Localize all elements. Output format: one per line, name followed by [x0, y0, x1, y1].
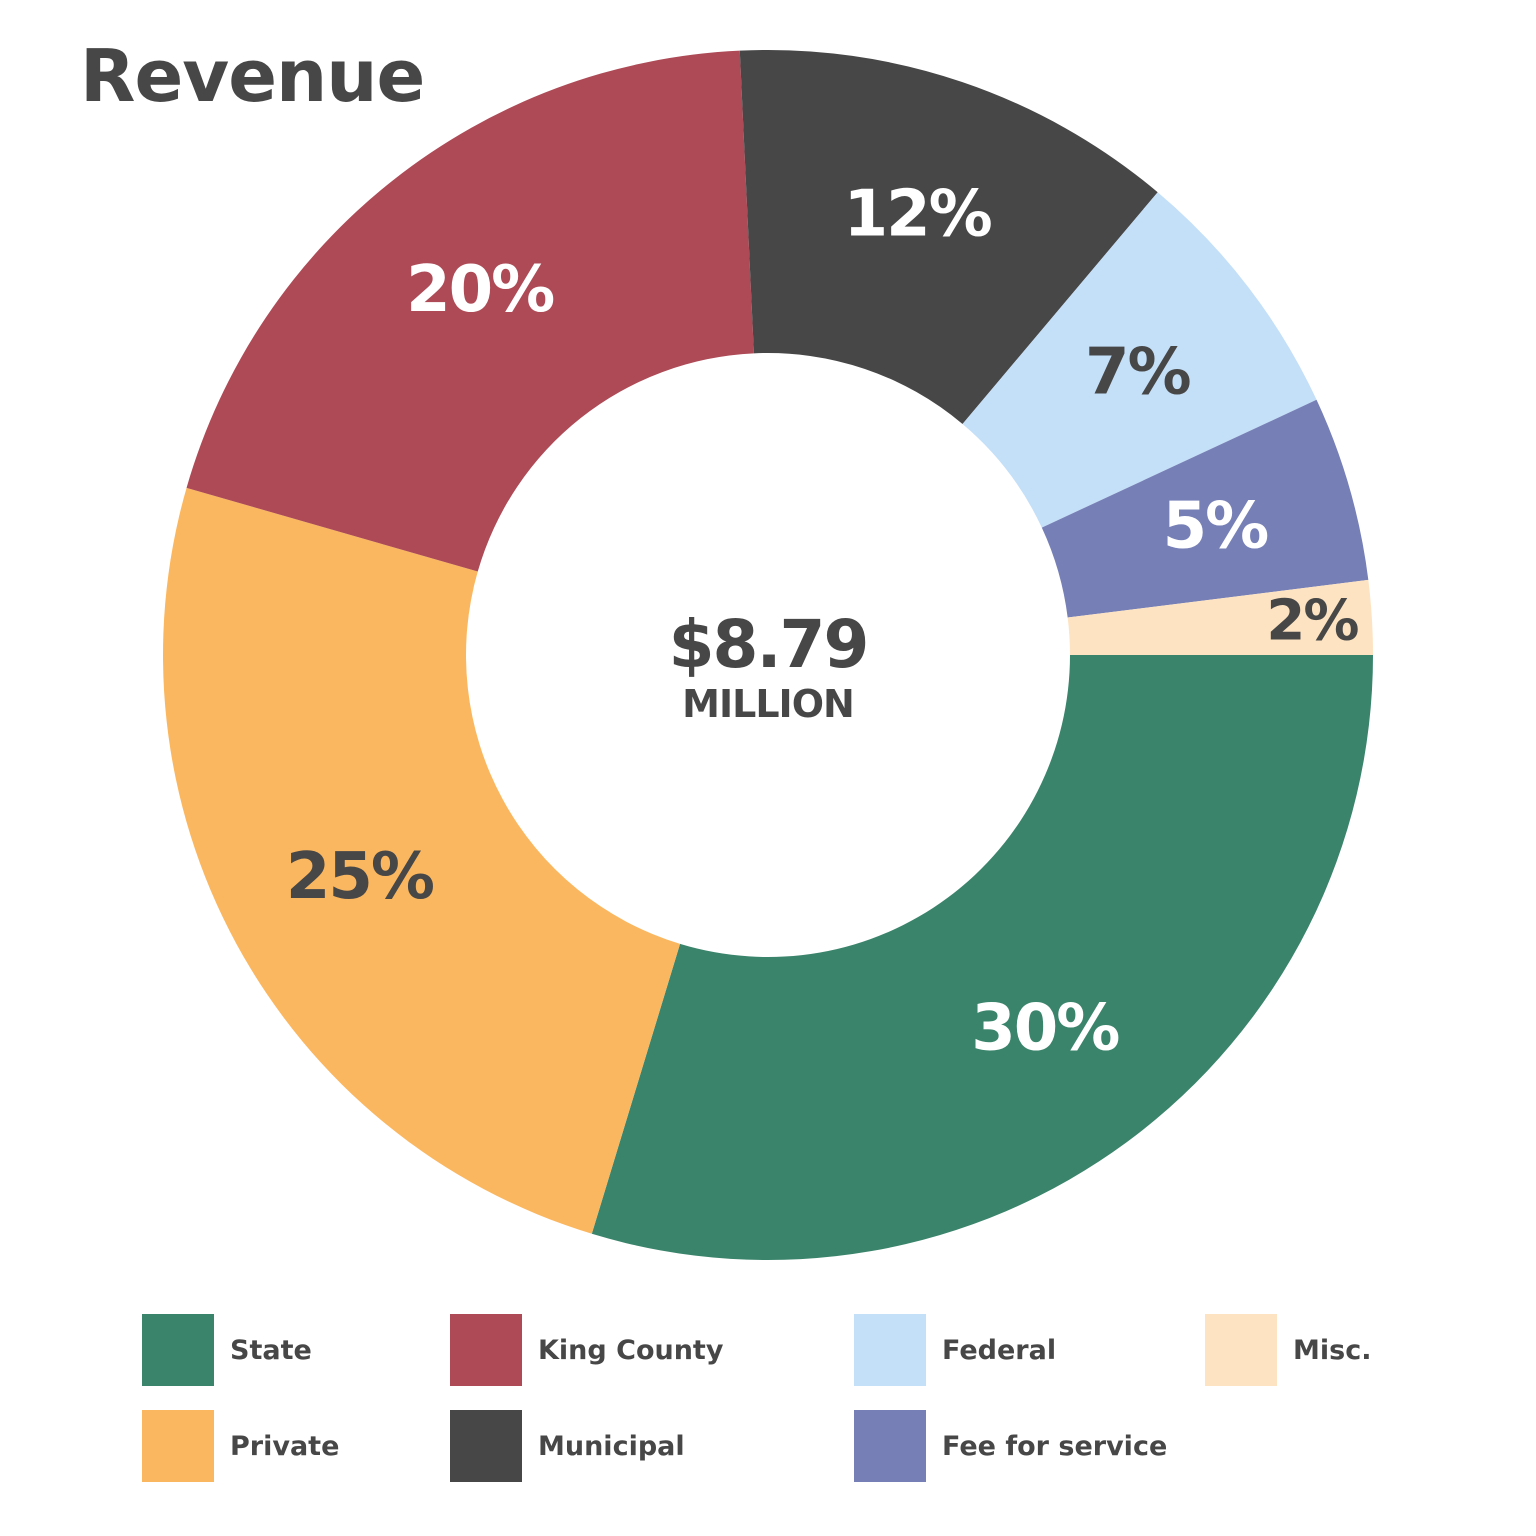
slice-fee-for-service [1041, 399, 1369, 618]
slice-federal [962, 192, 1317, 528]
slice-label-federal: 7% [1085, 335, 1191, 409]
center-total-value: $8.79 [669, 606, 868, 683]
slice-labels: 30% 25% 20% 12% 7% 5% 2% [286, 178, 1361, 1066]
center-total-unit: MILLION [682, 682, 854, 726]
slice-label-municipal: 12% [844, 178, 992, 252]
slice-king-county [186, 50, 754, 572]
chart-title: Revenue [80, 34, 425, 118]
slice-misc [1067, 579, 1373, 655]
slice-private [163, 487, 681, 1234]
slice-label-misc: 2% [1266, 589, 1358, 654]
slice-state [591, 655, 1373, 1261]
slice-municipal [739, 50, 1158, 424]
slice-label-private: 25% [286, 840, 434, 914]
slice-label-king-county: 20% [406, 253, 554, 327]
slice-label-state: 30% [971, 992, 1119, 1066]
slice-label-fee-for-service: 5% [1163, 490, 1269, 564]
donut-slices [163, 50, 1373, 1261]
